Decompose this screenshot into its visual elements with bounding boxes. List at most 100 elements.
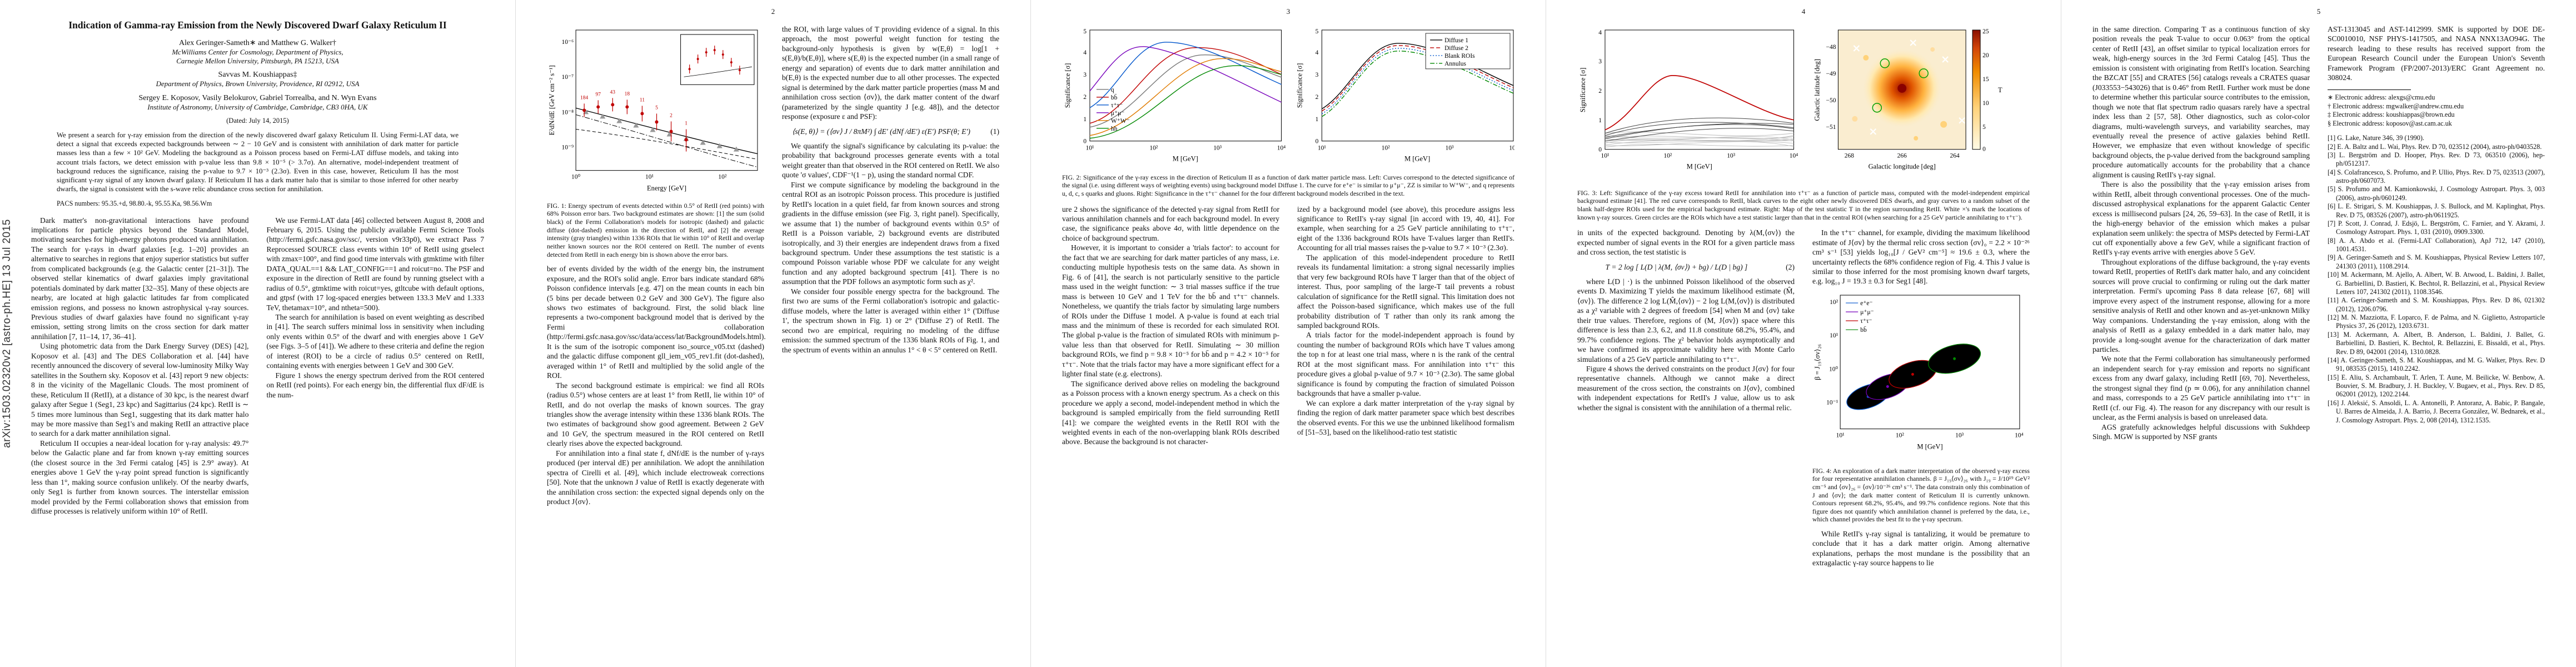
tick-label: 10⁻⁹ [562,145,574,151]
figure-2-plot: 0 1 2 3 4 5 0 1 2 3 4 5 10¹ 10² 10³ 10⁴ … [1062,24,1514,170]
tick-label: 10 [1982,100,1989,107]
tick-label: −50 [1826,97,1836,104]
affiliation-2: Department of Physics, Brown University,… [156,79,360,88]
legend-label: e⁺e⁻ [1860,300,1872,307]
page3-column-1: ure 2 shows the significance of the dete… [1062,205,1279,447]
footnote: † Electronic address: mgwalker@andrew.cm… [2328,102,2464,110]
figure-1: 10⁻⁶ 10⁻⁷ 10⁻⁸ 10⁻⁹ 10⁰ 10¹ 10² Energy [… [547,26,764,258]
page2-col2-text-a: the ROI, with large values of T providin… [782,24,999,122]
tick-label: 10⁻⁶ [562,39,574,46]
legend-label: μ⁺μ⁻ [1111,110,1124,117]
legend-label: Diffuse 2 [1444,45,1468,52]
page2-column-2: the ROI, with large values of T providin… [782,24,999,506]
tick-label: −51 [1826,124,1836,131]
page4-column-1: in units of the expected background. Den… [1577,228,1795,568]
reference-entry: [14] A. Geringer-Sameth, S. M. Koushiapp… [2328,356,2545,373]
count-label: 97 [595,92,601,97]
reference-entry: [3] L. Bergström and D. Hooper, Phys. Re… [2328,151,2545,168]
count-label: 1 [685,121,687,126]
reference-entry: [10] M. Ackermann, M. Ajello, A. Albert,… [2328,271,2545,296]
page-number: 4 [1801,7,1806,16]
affiliation-1a: McWilliams Center for Cosmology, Departm… [172,47,343,56]
count-label: 11 [640,97,645,103]
footnote-rule [2328,89,2411,90]
tick-label: 10³ [1727,153,1735,160]
y-axis-label: Galactic latitude [deg] [1813,59,1821,121]
tick-label: 10⁻⁷ [562,74,574,81]
reference-entry: [6] L. E. Strigari, S. M. Koushiappas, J… [2328,202,2545,219]
legend-label: Diffuse 1 [1444,37,1468,44]
reference-entry: [15] E. Aliu, S. Archambault, T. Arlen, … [2328,373,2545,399]
tick-label: −48 [1826,44,1836,51]
figure-2: 0 1 2 3 4 5 0 1 2 3 4 5 10¹ 10² 10³ 10⁴ … [1062,24,1514,198]
footnote: ‡ Electronic address: koushiappas@brown.… [2328,111,2455,119]
tick-label: 0 [1982,146,1986,153]
page-number: 5 [2316,7,2321,16]
page3-column-2: ized by a background model (see above), … [1297,205,1514,447]
count-label: 2 [670,113,672,118]
figure-2-caption: FIG. 2: Significance of the γ-ray excess… [1062,173,1514,197]
tick-label: 10¹ [1830,332,1838,339]
equation-1-body: ⟨s(E, θ)⟩ = (⟨σv⟩ J / 8πM²) ∫ dE′ (dNf /… [792,127,970,136]
page2-column-1: 10⁻⁶ 10⁻⁷ 10⁻⁸ 10⁻⁹ 10⁰ 10¹ 10² Energy [… [547,24,766,506]
tick-label: 4 [1316,49,1319,56]
paragraph: ized by a background model (see above), … [1297,205,1514,252]
equation-1: ⟨s(E, θ)⟩ = (⟨σv⟩ J / 8πM²) ∫ dE′ (dNf /… [782,127,999,136]
tick-label: 2 [1598,88,1602,94]
page4-column-2: In the τ⁺τ⁻ channel, for example, dividi… [1812,228,2030,568]
tick-label: 3 [1598,58,1602,65]
tick-label: 10¹ [1601,153,1609,160]
footnote-list: ∗ Electronic address: alexgs@cmu.edu † El… [2328,93,2545,128]
tick-label: 2 [1083,94,1087,101]
paragraph: The search for annihilation is based on … [266,313,485,370]
paragraph: Reticulum II occupies a near-ideal locat… [31,439,249,516]
title-block: Indication of Gamma-ray Emission from th… [46,19,470,125]
count-label: 43 [610,89,616,95]
authors-line-1: Alex Geringer-Sameth∗ and Matthew G. Wal… [179,38,336,47]
figure-2-right-curves [1322,43,1514,117]
figure-1-caption: FIG. 1: Energy spectrum of events detect… [547,201,764,258]
figure-3-des-dwarf-curves [1605,117,1794,142]
tick-label: 10² [1663,153,1672,160]
page1-column-2: We use Fermi-LAT data [46] collected bet… [267,216,485,516]
figure-4: 10² 10¹ 10⁰ 10⁻¹ 10¹ 10² 10³ 10⁴ M [GeV]… [1812,290,2030,524]
tick-label: 20 [1982,52,1989,59]
x-axis-label: M [GeV] [1917,443,1942,451]
tick-label: 1 [1083,116,1087,123]
paragraph: The second background estimate is empiri… [547,381,764,448]
reference-entry: [7] P. Scott, J. Conrad, J. Edsjö, L. Be… [2328,219,2545,236]
paragraph: ure 2 shows the significance of the dete… [1062,205,1279,242]
paragraph: In the τ⁺τ⁻ channel, for example, dividi… [1812,228,2030,286]
tick-label: 10⁴ [1509,145,1514,152]
x-axis-label: M [GeV] [1173,155,1198,163]
figure-3-caption: FIG. 3: Left: Significance of the γ-ray … [1577,188,2030,221]
tick-label: 1 [1598,117,1602,124]
tick-label: 2 [1316,94,1319,101]
abstract: We present a search for γ-ray emission f… [57,131,459,193]
reference-entry: [1] G. Lake, Nature 346, 39 (1990). [2328,134,2424,142]
paragraph: We note that the Fermi collaboration has… [2092,355,2310,422]
tick-label: 10⁴ [2015,432,2024,439]
tick-label: 4 [1598,29,1602,36]
figure-4-caption: FIG. 4: An exploration of a dark matter … [1812,466,2030,524]
x-axis-label: M [GeV] [1404,155,1430,163]
legend-label: bb̄ [1111,93,1118,101]
paragraph: While RetII's γ-ray signal is tantalizin… [1812,530,2030,568]
affiliation-3: Institute of Astronomy, University of Ca… [147,102,368,111]
reference-entry: [8] A. A. Abdo et al. (Fermi-LAT Collabo… [2328,236,2545,253]
x-axis-label: M [GeV] [1687,163,1712,171]
figure-1-plot: 10⁻⁶ 10⁻⁷ 10⁻⁸ 10⁻⁹ 10⁰ 10¹ 10² Energy [… [547,26,764,198]
page-number: 3 [1286,7,1291,16]
paragraph: Throughout explorations of the diffuse b… [2092,257,2310,354]
page-3: 3 0 1 2 3 4 5 0 1 2 3 4 5 10¹ 10² 10³ 10… [1030,0,1546,667]
paragraph: Figure 4 shows the derived constraints o… [1577,365,1795,412]
tick-label: 10⁻⁸ [562,109,574,116]
page5-column-1: in the same direction. Comparing T as a … [2092,24,2310,441]
tick-label: 10² [1149,145,1158,152]
reference-entry: [11] A. Geringer-Sameth and S. M. Koushi… [2328,296,2545,313]
pacs-numbers: PACS numbers: 95.35.+d, 98.80.-k, 95.55.… [57,199,212,207]
tick-label: 10¹ [645,174,654,181]
paragraph: We quantify the signal's significance by… [782,141,999,180]
figure-2-right-legend: Diffuse 1 Diffuse 2 Blank ROIs Annulus [1425,33,1511,69]
